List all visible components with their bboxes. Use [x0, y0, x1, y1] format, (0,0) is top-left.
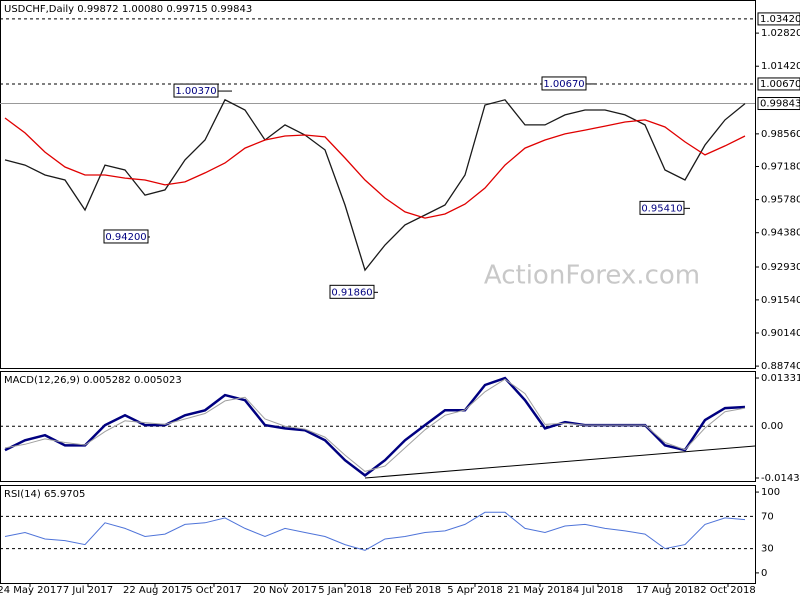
- y-tick-label: 0.94380: [761, 228, 800, 239]
- level-label-box: [757, 12, 800, 26]
- price-panel-frame: [0, 0, 756, 369]
- y-tick-label: 0.95780: [761, 195, 800, 206]
- annotation-box: [639, 200, 685, 215]
- series-line: [4, 378, 746, 472]
- annotation-label: 0.91860: [331, 287, 372, 298]
- x-tick-label: 4 Jul 2018: [573, 585, 623, 596]
- y-tick-label: 1.01420: [761, 61, 800, 72]
- level-label: 70: [761, 511, 774, 522]
- level-label: 1.00670: [760, 79, 800, 90]
- panel-title: MACD(12,26,9) 0.005282 0.005023: [4, 375, 182, 386]
- x-tick-label: 5 Apr 2018: [447, 585, 502, 596]
- annotation-label: 0.94200: [105, 232, 146, 243]
- watermark: ActionForex.com: [484, 261, 700, 291]
- series-line: [4, 511, 746, 551]
- trend-line: [364, 445, 756, 479]
- panel-title: USDCHF,Daily 0.99872 1.00080 0.99715 0.9…: [4, 4, 252, 15]
- annotation-box: [173, 83, 219, 98]
- y-tick-label: 100: [761, 487, 780, 498]
- series-line: [4, 117, 746, 219]
- y-tick-label: 0.98560: [761, 129, 800, 140]
- panel-title: RSI(14) 65.9705: [4, 489, 85, 500]
- x-tick-label: 17 Aug 2018: [636, 585, 700, 596]
- x-tick-label: 2 Oct 2018: [700, 585, 755, 596]
- level-label: 1.03420: [760, 14, 800, 25]
- series-line: [4, 98, 746, 272]
- x-tick-label: 20 Feb 2018: [379, 585, 441, 596]
- x-tick-label: 5 Oct 2017: [186, 585, 241, 596]
- annotation-label: 1.00670: [543, 79, 584, 90]
- y-tick-label: 0.92930: [761, 262, 800, 273]
- level-label-box: [757, 77, 800, 91]
- y-tick-label: 0.97180: [761, 161, 800, 172]
- y-tick-label: -0.014323: [761, 473, 800, 484]
- y-tick-label: 1.02820: [761, 28, 800, 39]
- y-tick-label: 0.88740: [761, 361, 800, 372]
- level-label: 0.99843: [760, 99, 800, 110]
- y-tick-label: 0: [761, 568, 767, 579]
- annotation-label: 0.95410: [641, 203, 682, 214]
- x-tick-label: 21 May 2018: [507, 585, 572, 596]
- x-tick-label: 5 Jan 2018: [318, 585, 372, 596]
- rsi-panel-frame: [0, 485, 756, 584]
- level-label: 30: [761, 544, 774, 555]
- annotation-box: [103, 229, 149, 244]
- y-tick-label: 0.91540: [761, 295, 800, 306]
- annotation-box: [329, 284, 375, 299]
- annotation-label: 1.00370: [175, 86, 216, 97]
- level-label: 0.00: [761, 421, 783, 432]
- annotation-box: [541, 76, 587, 91]
- x-tick-label: 7 Jul 2017: [63, 585, 113, 596]
- x-tick-label: 20 Nov 2017: [253, 585, 317, 596]
- level-label-box: [757, 97, 800, 111]
- y-tick-label: 0.90140: [761, 328, 800, 339]
- x-tick-label: 24 May 2017: [0, 585, 63, 596]
- y-tick-label: 0.013319: [761, 373, 800, 384]
- x-tick-label: 22 Aug 2017: [123, 585, 187, 596]
